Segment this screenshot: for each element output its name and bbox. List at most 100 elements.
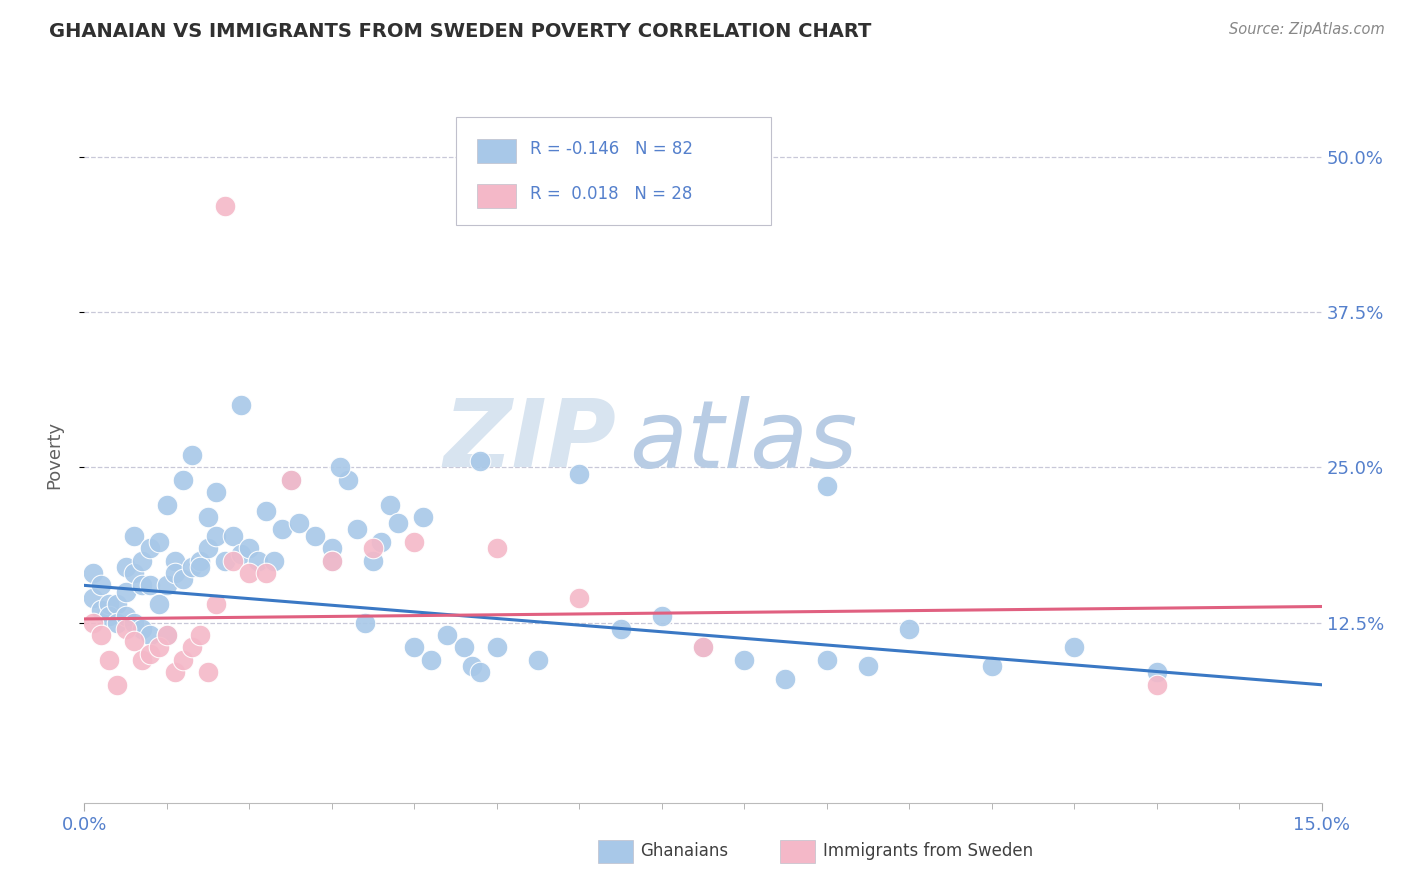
Point <box>98 597 121 611</box>
Point <box>105 678 128 692</box>
Point <box>114 609 136 624</box>
Point <box>329 460 352 475</box>
Point <box>82 591 104 605</box>
Text: Ghanaians: Ghanaians <box>640 842 728 860</box>
Point <box>131 653 153 667</box>
Text: GHANAIAN VS IMMIGRANTS FROM SWEDEN POVERTY CORRELATION CHART: GHANAIAN VS IMMIGRANTS FROM SWEDEN POVER… <box>49 22 872 41</box>
Point <box>205 529 228 543</box>
Point <box>139 541 162 555</box>
Point <box>815 479 838 493</box>
Point <box>165 665 187 680</box>
Point <box>280 473 302 487</box>
Point <box>280 473 302 487</box>
Point <box>321 553 343 567</box>
Point <box>404 534 426 549</box>
Point <box>180 559 202 574</box>
Point <box>214 199 236 213</box>
Point <box>122 529 145 543</box>
Point <box>246 553 269 567</box>
Text: R = -0.146   N = 82: R = -0.146 N = 82 <box>530 140 693 158</box>
Point <box>337 473 360 487</box>
Point <box>361 541 384 555</box>
Point <box>856 659 879 673</box>
Point <box>485 541 508 555</box>
Point <box>131 553 153 567</box>
Point <box>105 615 128 630</box>
Point <box>321 541 343 555</box>
Point <box>98 609 121 624</box>
Point <box>346 523 368 537</box>
Point <box>105 597 128 611</box>
Point <box>651 609 673 624</box>
Point <box>222 553 245 567</box>
Text: Immigrants from Sweden: Immigrants from Sweden <box>823 842 1032 860</box>
Point <box>436 628 458 642</box>
Point <box>214 553 236 567</box>
FancyBboxPatch shape <box>477 139 516 163</box>
Point <box>485 640 508 655</box>
Point <box>898 622 921 636</box>
Point <box>172 473 194 487</box>
Point <box>453 640 475 655</box>
FancyBboxPatch shape <box>456 118 770 226</box>
Point <box>148 640 170 655</box>
Text: atlas: atlas <box>628 395 858 486</box>
Point <box>188 553 211 567</box>
Point <box>148 534 170 549</box>
Point <box>321 553 343 567</box>
Point <box>139 578 162 592</box>
Point <box>131 578 153 592</box>
Text: Source: ZipAtlas.com: Source: ZipAtlas.com <box>1229 22 1385 37</box>
Point <box>180 640 202 655</box>
Point <box>90 628 112 642</box>
Point <box>353 615 375 630</box>
Point <box>692 640 714 655</box>
Point <box>114 559 136 574</box>
Point <box>205 485 228 500</box>
Point <box>387 516 409 531</box>
Point <box>82 566 104 580</box>
Point <box>82 615 104 630</box>
Point <box>470 665 492 680</box>
Point <box>229 398 252 412</box>
Point <box>470 454 492 468</box>
Point <box>378 498 401 512</box>
Point <box>980 659 1002 673</box>
Point <box>122 566 145 580</box>
Point <box>90 578 112 592</box>
Point <box>156 628 179 642</box>
Point <box>370 534 392 549</box>
Point <box>412 510 434 524</box>
Point <box>568 467 591 481</box>
Point <box>229 547 252 561</box>
Point <box>188 628 211 642</box>
Point <box>114 584 136 599</box>
Point <box>156 578 179 592</box>
Point <box>172 653 194 667</box>
Point <box>172 572 194 586</box>
Point <box>197 665 219 680</box>
Point <box>263 553 285 567</box>
Text: ZIP: ZIP <box>443 395 616 487</box>
Point <box>1146 665 1168 680</box>
Point <box>527 653 550 667</box>
Point <box>165 553 187 567</box>
FancyBboxPatch shape <box>477 184 516 208</box>
Point <box>197 510 219 524</box>
Point <box>139 647 162 661</box>
Point <box>288 516 311 531</box>
Point <box>461 659 484 673</box>
Point <box>692 640 714 655</box>
Point <box>188 559 211 574</box>
Point <box>361 553 384 567</box>
Point <box>815 653 838 667</box>
Point <box>733 653 755 667</box>
Point <box>609 622 631 636</box>
Point <box>148 597 170 611</box>
Point <box>114 622 136 636</box>
Point <box>122 634 145 648</box>
Point <box>775 672 797 686</box>
Point <box>98 653 121 667</box>
Point <box>304 529 326 543</box>
Point <box>568 591 591 605</box>
